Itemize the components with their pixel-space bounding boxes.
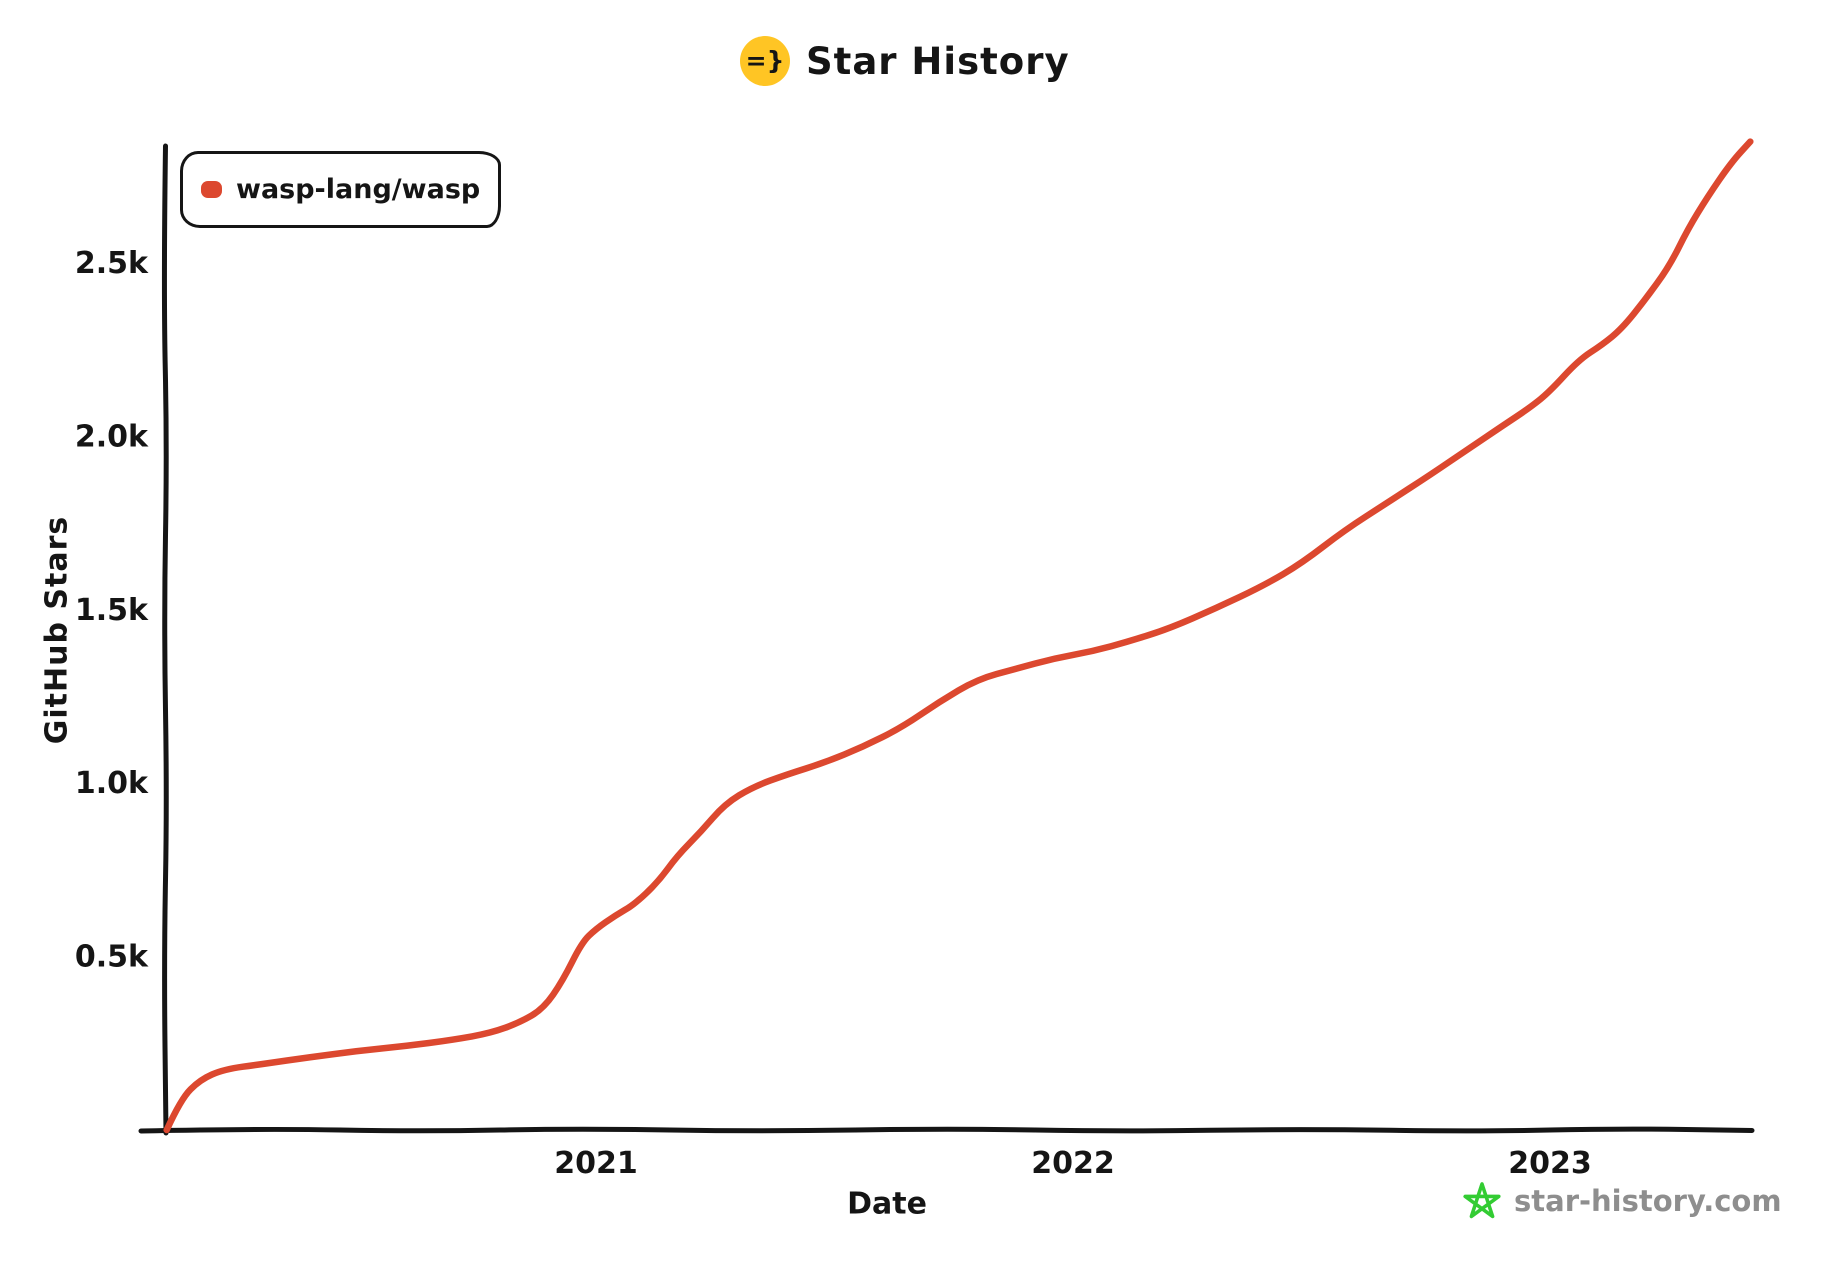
smiley-logo-icon: =}	[740, 36, 790, 86]
y-tick-label-2.5k: 2.5k	[75, 246, 149, 281]
legend-item-wasp-lang-wasp[interactable]: wasp-lang/wasp	[201, 174, 480, 205]
y-tick-label-2.0k: 2.0k	[75, 419, 149, 454]
y-tick-label-0.5k: 0.5k	[75, 940, 149, 975]
chart-header: =} Star History	[740, 36, 1070, 86]
y-axis-label: GitHub Stars	[39, 515, 75, 745]
star-icon	[1463, 1182, 1501, 1219]
x-axis-line	[138, 1126, 1755, 1134]
x-axis-label: Date	[847, 1186, 927, 1222]
watermark-text: star-history.com	[1514, 1184, 1782, 1218]
watermark-link[interactable]: star-history.com	[1462, 1180, 1782, 1222]
series-color-swatch	[201, 181, 222, 198]
x-tick-label-2023: 2023	[1508, 1146, 1592, 1181]
x-tick-label-2021: 2021	[554, 1146, 638, 1181]
page-title: Star History	[806, 39, 1070, 83]
y-axis-line	[161, 143, 169, 1136]
y-tick-label-1.0k: 1.0k	[75, 766, 149, 801]
y-tick-label-1.5k: 1.5k	[75, 593, 149, 628]
series-line-wasp-lang-wasp	[163, 138, 1754, 1134]
series-name-label: wasp-lang/wasp	[236, 174, 481, 205]
legend-box: wasp-lang/wasp	[180, 151, 502, 228]
x-tick-label-2022: 2022	[1031, 1146, 1115, 1181]
